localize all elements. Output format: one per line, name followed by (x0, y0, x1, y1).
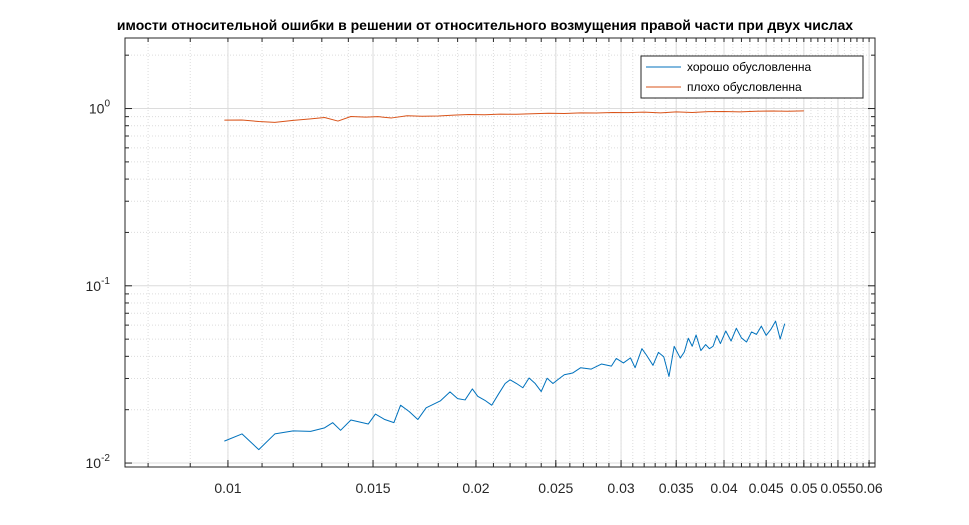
x-tick-label: 0.03 (607, 480, 634, 496)
x-tick-label: 0.055 (820, 480, 855, 496)
y-tick-label: 10-2 (86, 453, 111, 471)
series-line-bad (224, 110, 804, 123)
y-tick-labels: 10-2 10-1 100 (86, 99, 111, 472)
major-grid (125, 38, 875, 467)
x-tick-label: 0.045 (749, 480, 784, 496)
y-tick-label: 10-1 (86, 276, 111, 294)
y-tick-label: 100 (89, 99, 111, 117)
x-tick-label: 0.015 (356, 480, 391, 496)
x-tick-label: 0.02 (462, 480, 489, 496)
legend-label-good: хорошо обусловленна (687, 60, 812, 74)
axis-ticks (125, 38, 875, 467)
x-tick-label: 0.025 (538, 480, 573, 496)
x-tick-label: 0.06 (855, 480, 882, 496)
minor-grid (125, 38, 875, 467)
x-tick-label: 0.05 (790, 480, 817, 496)
x-tick-labels: 0.01 0.015 0.02 0.025 0.03 0.035 0.04 0.045 0.05… (214, 480, 883, 496)
plot-area (125, 38, 875, 467)
x-tick-label: 0.035 (659, 480, 694, 496)
x-tick-label: 0.01 (214, 480, 241, 496)
series-line-good (224, 320, 786, 451)
legend: хорошо обусловленна плохо обусловленна (640, 55, 864, 99)
series-lines (224, 110, 804, 451)
chart-title: имости относительной ошибки в решении от… (117, 17, 853, 33)
x-tick-label: 0.04 (710, 480, 737, 496)
axes-frame (124, 37, 876, 468)
legend-box (640, 55, 864, 99)
legend-label-bad: плохо обусловленна (687, 80, 802, 94)
